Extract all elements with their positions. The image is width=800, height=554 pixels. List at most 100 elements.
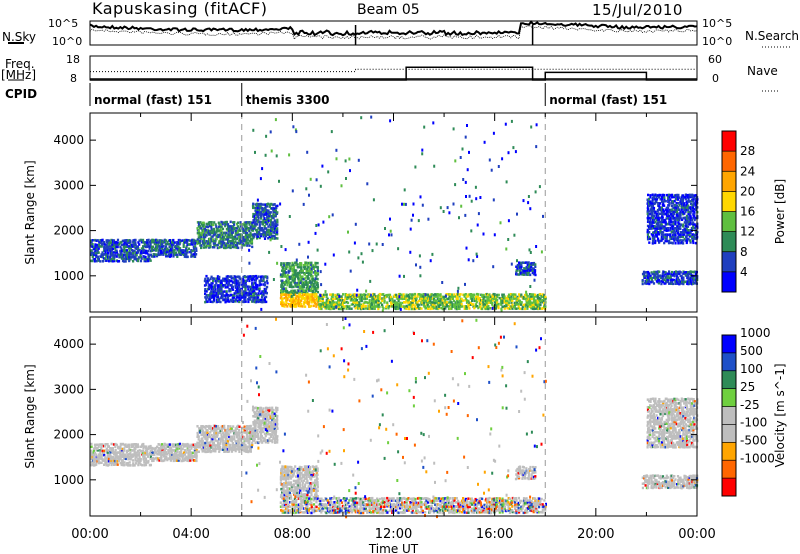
data-cell xyxy=(357,301,360,305)
data-cell xyxy=(207,448,211,451)
data-cell xyxy=(235,279,238,282)
data-cell xyxy=(326,297,329,301)
data-cell xyxy=(655,270,658,274)
data-cell xyxy=(216,446,220,449)
data-cell xyxy=(230,280,233,283)
data-cell xyxy=(183,449,186,452)
data-cell xyxy=(326,305,329,309)
data-cell xyxy=(215,279,218,282)
data-cell xyxy=(196,242,199,245)
data-cell xyxy=(441,299,444,302)
data-cell xyxy=(182,454,185,458)
data-cell xyxy=(531,271,534,274)
data-cell xyxy=(172,457,175,461)
sparse-echoes-0 xyxy=(244,115,544,313)
data-cell xyxy=(143,257,146,260)
data-cell xyxy=(107,460,111,463)
data-cell xyxy=(360,252,363,256)
data-cell xyxy=(300,304,303,308)
data-cell xyxy=(91,239,94,242)
data-cell xyxy=(144,457,147,460)
data-cell xyxy=(331,213,334,217)
data-cell xyxy=(330,305,333,308)
data-cell xyxy=(281,283,284,286)
data-cell xyxy=(105,245,108,249)
data-cell xyxy=(171,443,174,446)
data-cell xyxy=(213,431,217,435)
data-cell xyxy=(440,301,443,305)
data-cell xyxy=(262,210,265,214)
data-cell xyxy=(283,293,286,296)
data-cell xyxy=(175,244,178,248)
data-cell xyxy=(138,243,141,246)
data-cell xyxy=(209,241,212,245)
data-cell xyxy=(141,453,145,457)
data-cell xyxy=(221,435,225,439)
data-cell xyxy=(419,293,422,296)
data-cell xyxy=(525,303,528,307)
data-cell xyxy=(212,299,215,303)
data-cell xyxy=(263,300,266,304)
data-cell xyxy=(206,225,210,229)
data-cell xyxy=(268,229,271,232)
data-cell xyxy=(691,237,694,240)
data-cell xyxy=(448,304,451,308)
data-cell xyxy=(273,203,276,206)
data-cell xyxy=(680,195,684,199)
data-cell xyxy=(252,236,255,240)
data-cell xyxy=(263,284,266,287)
data-cell xyxy=(209,427,212,430)
data-cell xyxy=(211,238,215,241)
data-cell xyxy=(662,208,665,211)
data-cell xyxy=(255,233,258,236)
data-cell xyxy=(139,449,143,453)
data-cell xyxy=(324,262,327,266)
data-cell xyxy=(493,293,496,296)
data-cell xyxy=(435,299,438,303)
data-cell xyxy=(224,283,227,287)
data-cell xyxy=(536,301,539,304)
data-cell xyxy=(185,443,188,446)
data-cell xyxy=(680,241,683,244)
data-cell xyxy=(239,238,242,241)
data-cell xyxy=(110,449,113,452)
data-cell xyxy=(156,239,159,242)
data-cell xyxy=(215,298,218,302)
data-cell xyxy=(206,445,209,449)
data-cell xyxy=(226,229,229,232)
data-cell xyxy=(312,265,315,269)
data-cell xyxy=(257,213,260,216)
data-cell xyxy=(269,215,272,218)
data-cell xyxy=(124,445,127,448)
data-cell xyxy=(389,217,391,221)
data-cell xyxy=(173,241,176,244)
data-cell xyxy=(431,307,434,310)
data-cell xyxy=(187,243,190,246)
data-cell xyxy=(131,255,135,259)
data-cell xyxy=(484,307,487,311)
data-cell xyxy=(522,295,525,299)
data-cell xyxy=(160,459,164,463)
data-cell xyxy=(494,294,497,298)
data-cell xyxy=(213,277,216,280)
data-cell xyxy=(651,242,654,245)
data-cell xyxy=(370,303,373,306)
data-cell xyxy=(166,250,169,254)
data-cell xyxy=(265,134,268,138)
data-cell xyxy=(298,281,301,285)
data-cell xyxy=(525,297,528,301)
data-cell xyxy=(200,227,203,230)
data-cell xyxy=(484,305,487,308)
data-cell xyxy=(662,233,665,237)
data-cell xyxy=(363,297,366,301)
data-cell xyxy=(656,216,659,220)
data-cell xyxy=(677,235,680,239)
data-cell xyxy=(233,227,236,231)
data-cell xyxy=(215,444,218,447)
data-cell xyxy=(241,277,244,281)
data-cell xyxy=(220,240,223,243)
data-cell xyxy=(214,294,217,297)
data-cell xyxy=(106,257,109,261)
data-cell xyxy=(157,251,160,254)
data-cell xyxy=(520,295,523,298)
